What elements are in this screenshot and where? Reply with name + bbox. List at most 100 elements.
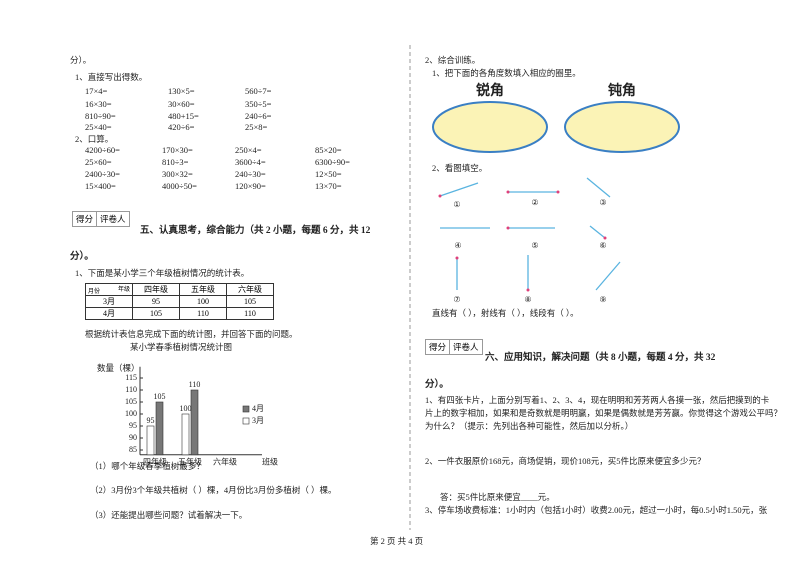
footer: 第 2 页 共 4 页	[370, 536, 424, 546]
figure-label: ⑤	[531, 241, 538, 250]
cell: 110	[226, 307, 274, 320]
section-title: 六、应用知识，解决问题（共 8 小题，每题 4 分，共 32	[485, 353, 716, 363]
acute-label: 锐角	[476, 84, 504, 99]
figure-label: ⑦	[453, 295, 460, 304]
exercise: 2400÷30=	[85, 169, 120, 179]
x-tick-label: 六年级	[213, 457, 237, 467]
exercise: 3600÷4=	[235, 157, 266, 167]
obtuse-label: 钝角	[608, 84, 636, 99]
table-intro: 1、下面是某小学三个年级植树情况的统计表。	[75, 268, 250, 278]
cell: 4月	[85, 307, 133, 320]
exercise: 120×90=	[235, 181, 266, 191]
question: （2）3月份3个年级共植树（ ）棵，4月份比3月份多植树（ ）棵。	[90, 485, 337, 495]
y-tick-label: 90	[129, 433, 137, 442]
exercise: 560÷7=	[245, 86, 272, 96]
corner-top: 年级	[117, 287, 130, 293]
figure-label: ⑥	[599, 241, 606, 250]
line-figures	[439, 177, 621, 291]
value-label: 95	[147, 416, 155, 425]
header-cell: 四年级	[132, 283, 180, 296]
header-cell: 五年级	[179, 283, 227, 296]
exercise: 6300÷90=	[315, 157, 350, 167]
exercise: 130×5=	[168, 86, 195, 96]
chart-title: 某小学春季植树情况统计图	[130, 342, 233, 352]
exercise: 17×4=	[85, 86, 108, 96]
cell: 3月	[85, 295, 133, 308]
exercise: 240÷30=	[235, 169, 266, 179]
grader-label: 评卷人	[100, 214, 126, 224]
exercise: 240÷6=	[245, 111, 272, 121]
y-tick-label: 100	[125, 409, 137, 418]
bar	[181, 413, 190, 456]
exercise: 480+15=	[168, 111, 199, 121]
figure-label: ①	[453, 200, 460, 209]
cell: 105	[132, 307, 180, 320]
problem: 3、停车场收费标准：1小时内（包括1小时）收费2.00元，超过一小时，每0.5小…	[425, 505, 768, 515]
score-box: 得分 评卷人	[72, 211, 130, 227]
figure-label: ④	[454, 241, 461, 250]
exercise: 4000÷50=	[162, 181, 197, 191]
fill-question: 2、看图填空。	[432, 163, 488, 173]
problem-line: 为什么？（提示：先列出各种可能性，然后加以分析。）	[425, 421, 634, 431]
y-axis-label: 数量（棵）	[97, 363, 140, 373]
exercise: 300×32=	[162, 169, 193, 179]
exercise: 420÷6=	[168, 122, 195, 132]
corner-cell: 年级 月份	[85, 283, 133, 296]
question: （1）哪个年级春季植树最多？	[90, 461, 205, 471]
cell: 95	[132, 295, 180, 308]
section2-title: 2、综合训练。	[425, 55, 481, 65]
section-tail: 分）。	[70, 252, 94, 262]
cell: 105	[226, 295, 274, 308]
problem: 2、一件衣服原价168元，商场促销，现价108元，买5件比原来便宜多少元？	[425, 456, 706, 466]
question: （3）还能提出哪些问题？试着解决一下。	[90, 510, 248, 520]
exercise: 810÷3=	[162, 157, 189, 167]
grader-label: 评卷人	[453, 342, 479, 352]
line-endpoints	[438, 190, 607, 292]
cell: 110	[179, 307, 227, 320]
bar	[146, 425, 155, 456]
exercise: 250×4=	[235, 145, 262, 155]
corner-bottom: 月份	[88, 289, 101, 295]
q2-title: 2、口算。	[75, 134, 114, 144]
legend-label: 4月	[252, 404, 264, 413]
x-axis-label: 班级	[262, 457, 278, 467]
stats-table: 年级 月份 四年级 五年级 六年级 3月 95 100 105 4月 105 110 110	[85, 283, 274, 320]
score-label: 得分	[73, 212, 98, 226]
figure-label: ②	[531, 198, 538, 207]
bar	[190, 389, 199, 456]
value-label: 105	[154, 392, 166, 401]
exercise: 30×60=	[168, 99, 195, 109]
x-tick-label: 四年级	[143, 457, 167, 467]
acute-circle	[432, 101, 548, 153]
exercise: 25×8=	[245, 122, 268, 132]
y-tick-label: 105	[125, 397, 137, 406]
bar	[155, 401, 164, 456]
y-tick-label: 85	[129, 445, 137, 454]
exercise: 13×70=	[315, 181, 342, 191]
exercise: 170×30=	[162, 145, 193, 155]
header-cell: 六年级	[226, 283, 274, 296]
page-top: 分）。	[70, 55, 92, 65]
legend-swatch	[242, 417, 250, 425]
exercise: 15×400=	[85, 181, 116, 191]
obtuse-circle	[564, 101, 680, 153]
q1-title: 1、直接写出得数。	[75, 72, 148, 82]
figure-label: ③	[599, 198, 606, 207]
exercise: 16×30=	[85, 99, 112, 109]
figure-label: ⑧	[524, 295, 531, 304]
exercise: 85×20=	[315, 145, 342, 155]
fill-answer: 直线有（ ），射线有（ ），线段有（ ）。	[432, 308, 579, 318]
section-title: 五、认真思考，综合能力（共 2 小题，每题 6 分，共 12	[140, 226, 371, 236]
figure-label: ⑨	[599, 295, 606, 304]
exercise: 4200÷60=	[85, 145, 120, 155]
y-tick-label: 110	[125, 385, 137, 394]
angle-question: 1、把下面的各角度数填入相应的圈里。	[432, 68, 581, 78]
y-tick-label: 115	[125, 373, 137, 382]
exercise: 25×40=	[85, 122, 112, 132]
chart-intro: 根据统计表信息完成下面的统计图，并回答下面的问题。	[85, 329, 298, 339]
value-label: 110	[189, 380, 201, 389]
section-tail: 分）。	[425, 380, 449, 390]
exercise: 350÷5=	[245, 99, 272, 109]
